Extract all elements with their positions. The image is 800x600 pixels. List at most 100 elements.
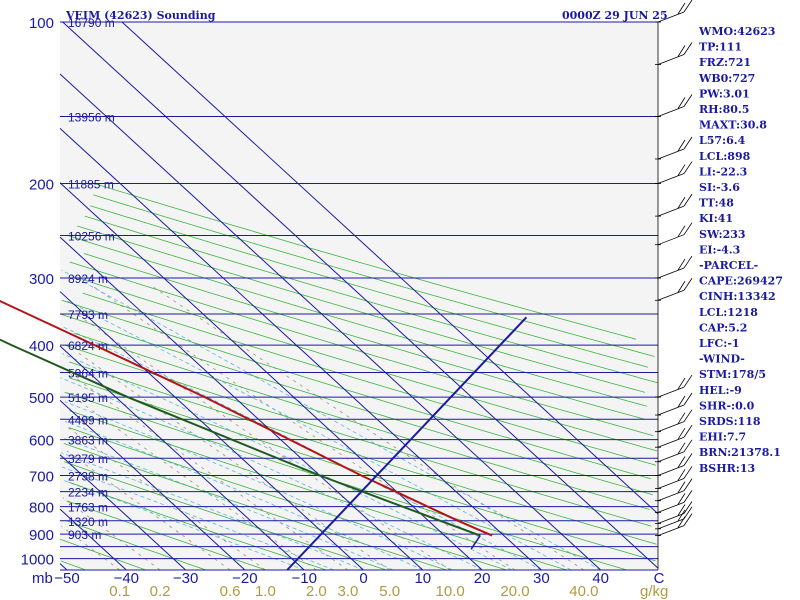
index-entry: CAP:5.2 — [699, 321, 747, 334]
index-entry: PW:3.01 — [699, 87, 750, 100]
dry-adiabat-line — [82, 292, 657, 466]
index-entry: CINH:13342 — [699, 290, 776, 303]
index-entry: LCL:1218 — [699, 306, 758, 319]
index-entry: LCL:898 — [699, 150, 751, 163]
wind-barb — [655, 374, 693, 398]
station-title: VEIM (42623) Sounding — [65, 9, 216, 22]
dry-adiabat-line — [60, 538, 146, 571]
index-entry: EHI:7.7 — [699, 431, 746, 444]
dry-adiabat-line — [69, 261, 654, 437]
dry-adiabat-line — [90, 205, 649, 368]
moist-adiabat-line — [61, 466, 334, 571]
height-label: 7793 m — [68, 308, 108, 322]
mixing-ratio-tick-label: 2.0 — [306, 583, 327, 600]
isotherm-line — [59, 563, 68, 571]
pressure-tick-label: 1000 — [21, 552, 54, 569]
mixing-ratio-tick-label: 3.0 — [337, 583, 358, 600]
temperature-axis: −50 −40 −30 −20 −10 0 10 20 30 40 C — [54, 570, 664, 587]
moist-adiabat-line — [61, 269, 601, 571]
index-entry: KI:41 — [699, 212, 733, 225]
plot-area — [60, 22, 658, 570]
height-label: 1320 m — [68, 515, 108, 529]
mixing-ratio-tick-label: 20.0 — [500, 583, 529, 600]
wind-barb — [655, 0, 693, 23]
temperature-tick-label: 10 — [414, 570, 431, 587]
wind-barb — [655, 222, 693, 246]
temperature-tick-label: 40 — [592, 570, 609, 587]
dry-adiabat-line — [83, 253, 645, 420]
height-label: 13956 m — [68, 111, 115, 125]
mixing-ratio-tick-label: 0.6 — [220, 583, 241, 600]
mixing-ratio-tick-label: 5.0 — [379, 583, 400, 600]
isotherm-line — [59, 508, 127, 571]
isotherm-line — [59, 73, 602, 571]
mixing-ratio-line — [62, 497, 161, 571]
pressure-tick-label: 400 — [29, 338, 54, 355]
pressure-tick-label: 900 — [29, 527, 54, 544]
index-entry: MAXT:30.8 — [699, 119, 767, 132]
dry-adiabat-line — [68, 377, 656, 562]
mixing-ratio-line — [74, 350, 390, 571]
index-entry: TT:48 — [699, 197, 734, 210]
dry-adiabat-line — [60, 560, 86, 571]
moist-adiabat-line — [63, 480, 305, 571]
height-label: 2234 m — [68, 486, 108, 500]
index-entry: LFC:-1 — [699, 337, 740, 350]
index-entry: WMO:42623 — [698, 25, 775, 38]
index-entry: FRZ:721 — [699, 56, 751, 69]
mixing-ratio-line — [61, 525, 120, 571]
height-label: 5195 m — [68, 391, 108, 405]
mixing-ratio-tick-label: 40.0 — [569, 583, 598, 600]
pressure-unit-label: mb — [32, 570, 53, 587]
index-entry: TP:111 — [699, 41, 742, 54]
wind-barb — [655, 136, 693, 160]
dry-adiabat-line — [93, 183, 637, 340]
isotherm-line — [59, 454, 186, 571]
mixing-ratio-tick-label: 1.0 — [255, 583, 276, 600]
wind-speed-profile — [286, 316, 528, 571]
dry-adiabat-line — [64, 461, 387, 571]
index-entry: EI:-4.3 — [699, 243, 740, 256]
wind-barb — [655, 42, 693, 65]
height-label: 16790 m — [68, 16, 115, 30]
wind-barb — [655, 278, 693, 301]
pressure-axis: 100 200 300 400 500 600 700 800 900 1000 — [21, 15, 54, 569]
temperature-tick-label: 30 — [533, 570, 550, 587]
dry-adiabat-line — [61, 299, 651, 480]
index-entry: -WIND- — [699, 353, 745, 366]
height-label: 2738 m — [68, 470, 108, 484]
moist-adiabat-line — [64, 401, 453, 571]
height-label: 11885 m — [68, 178, 114, 192]
index-entry: BSHR:13 — [699, 462, 755, 475]
parcel-profile — [470, 535, 481, 550]
height-label: 1763 m — [68, 501, 108, 515]
index-entry: WB0:727 — [698, 72, 755, 85]
wind-barb — [655, 193, 693, 217]
wind-barb — [655, 409, 693, 433]
dry-adiabat-line — [67, 235, 648, 407]
index-entry: SW:233 — [699, 228, 746, 241]
temperature-tick-label: C — [654, 570, 665, 587]
sounding-profiles — [0, 299, 528, 571]
isobars — [60, 21, 658, 571]
wind-barb — [655, 94, 693, 117]
isotherm-line — [59, 182, 483, 571]
dry-adiabat-line — [64, 392, 627, 571]
mixing-ratio-unit-label: g/kg — [640, 583, 668, 600]
dry-adiabats — [59, 183, 658, 571]
dry-adiabat-line — [78, 277, 658, 452]
pressure-tick-label: 800 — [29, 500, 54, 517]
moist-adiabat-line — [64, 421, 423, 571]
mixing-ratio-tick-label: 0.1 — [109, 583, 130, 600]
index-entry: L57:6.4 — [699, 134, 746, 147]
mixing-ratio-tick-label: 0.2 — [150, 583, 171, 600]
isotherm-line — [59, 399, 246, 571]
index-entry: SHR-:0.0 — [699, 399, 755, 412]
temperature-tick-label: 20 — [474, 570, 491, 587]
wind-barb — [655, 424, 693, 448]
index-entry: LI:-22.3 — [699, 165, 747, 178]
height-label: 3279 m — [68, 452, 108, 466]
height-label: 10256 m — [68, 230, 115, 244]
height-label: 5964 m — [68, 367, 108, 381]
